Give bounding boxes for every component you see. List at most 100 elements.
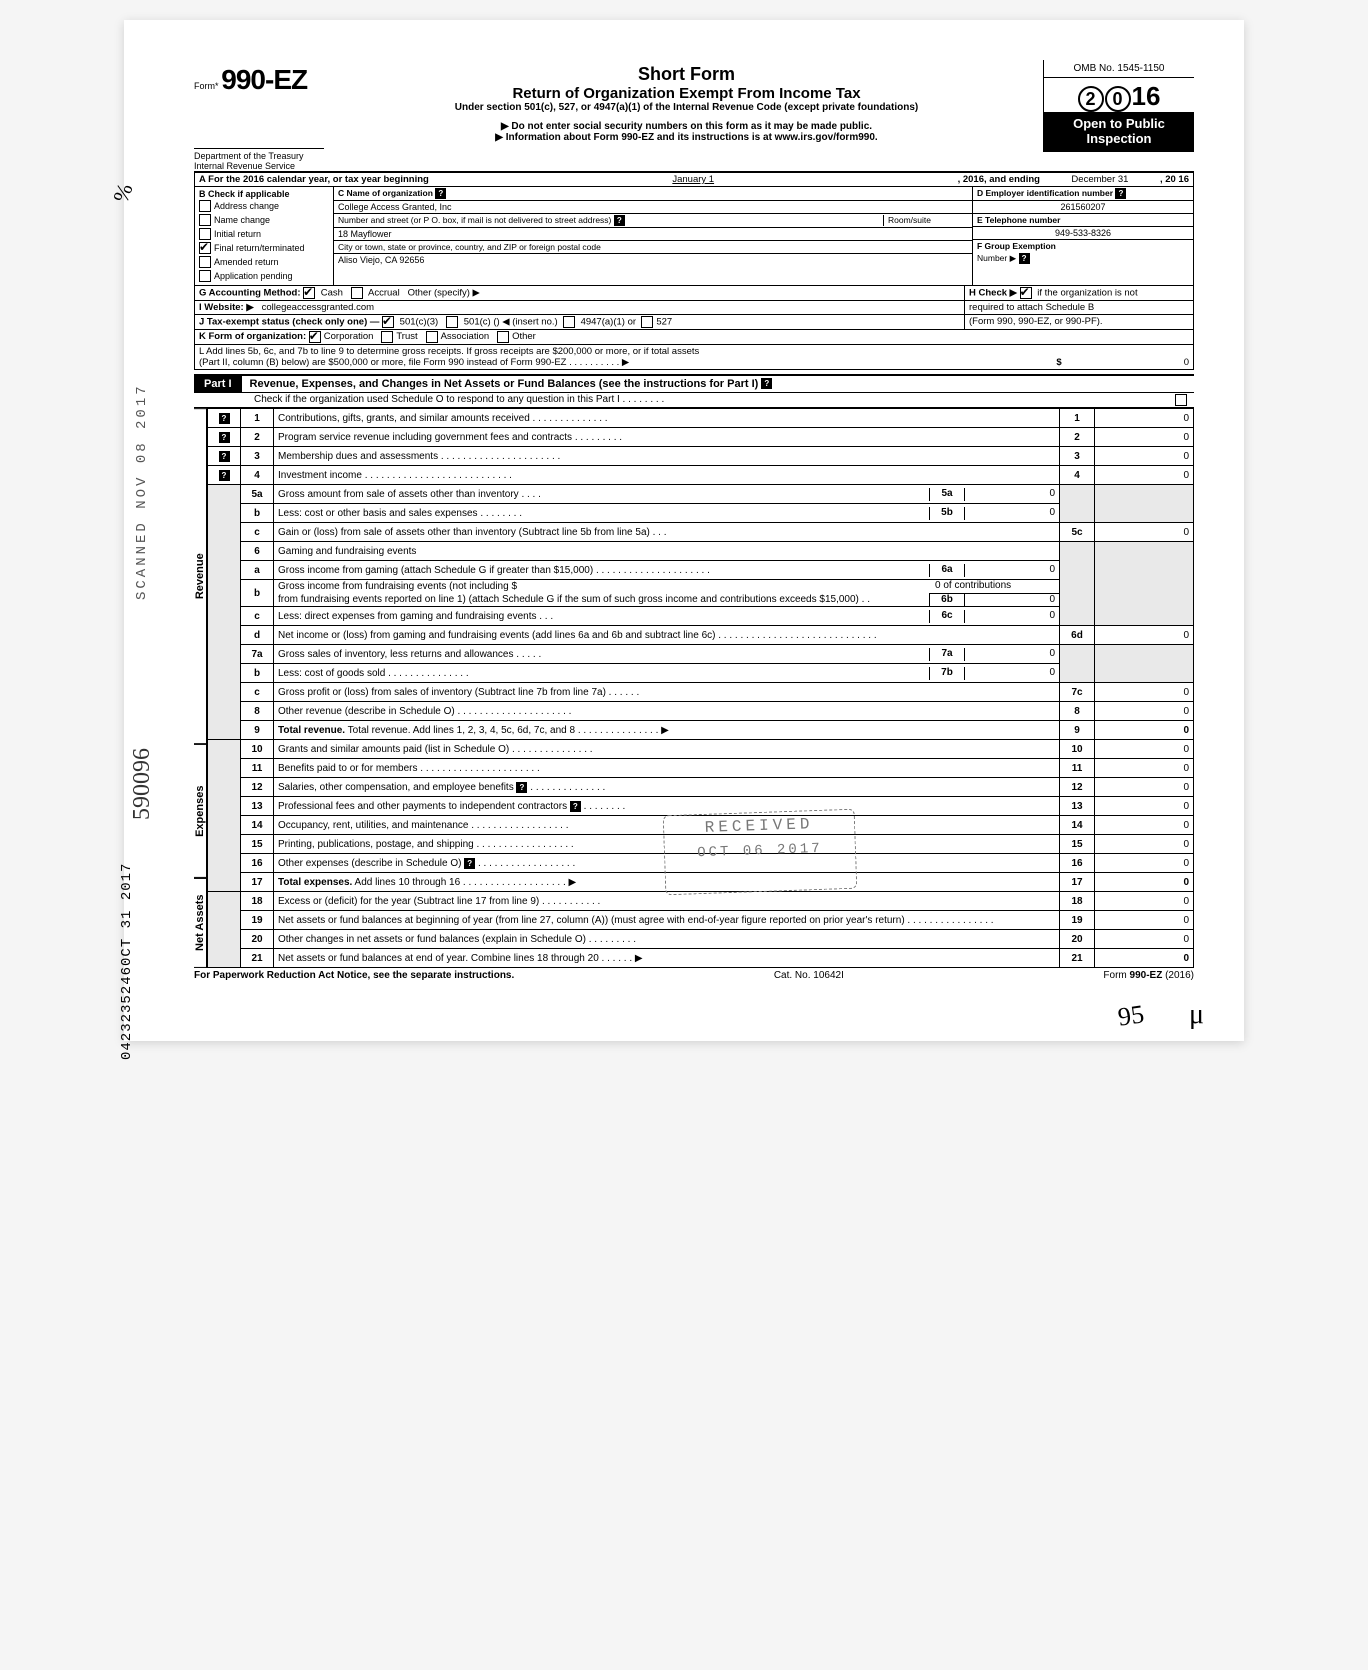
lbl-527: 527 [656,317,672,328]
row-5b: b Less: cost or other basis and sales ex… [208,504,1194,523]
row-5c: cGain or (loss) from sale of assets othe… [208,523,1194,542]
chk-corp[interactable] [309,331,321,343]
section-b-header: B Check if applicable [199,189,329,199]
initial-mark: μ [1189,999,1204,1031]
row-6a: a Gross income from gaming (attach Sched… [208,561,1194,580]
lbl-trust: Trust [396,331,417,343]
help-icon: ? [1019,253,1030,264]
line-a-end-year: , 20 16 [1160,174,1189,185]
form-id-block: Form* 990-EZ Department of the Treasury … [194,60,330,171]
city-label: City or town, state or province, country… [334,241,972,254]
l-amount: 0 [1069,357,1189,368]
script-number: 590096 [129,748,156,820]
lbl-501c3: 501(c)(3) [400,317,439,328]
help-icon: ? [435,188,446,199]
chk-501c[interactable] [446,316,458,328]
f-sub: Number ▶ [977,253,1016,263]
street-label: Number and street (or P O. box, if mail … [338,215,611,225]
row-13: 13Professional fees and other payments t… [208,797,1194,816]
row-10: 10Grants and similar amounts paid (list … [208,740,1194,759]
title-short-form: Short Form [338,64,1035,85]
chk-501c3[interactable] [382,316,394,328]
phone-value: 949-533-8326 [973,227,1193,240]
side-revenue: Revenue [194,408,207,744]
chk-name[interactable] [199,214,211,226]
chk-accrual[interactable] [351,287,363,299]
lbl-insert: ) ◀ (insert no.) [497,317,558,328]
title-block: Short Form Return of Organization Exempt… [330,60,1043,147]
row-16: 16Other expenses (describe in Schedule O… [208,854,1194,873]
omb-block: OMB No. 1545-1150 2016 Open to Public In… [1043,60,1194,152]
dln-stamp: 04232352460CT 31 2017 [119,863,135,1060]
lbl-cash: Cash [321,288,343,299]
i-label: I Website: ▶ [199,302,254,313]
line-a-begin: January 1 [429,174,958,185]
chk-assoc[interactable] [426,331,438,343]
e-label: E Telephone number [973,214,1193,227]
section-def: D Employer identification number ? 26156… [972,187,1193,285]
ein-value: 261560207 [973,201,1193,214]
side-expenses: Expenses [194,744,207,878]
city-value: Aliso Viejo, CA 92656 [334,254,972,266]
j-label: J Tax-exempt status (check only one) — [199,317,379,328]
chk-other-org[interactable] [497,331,509,343]
line-a-end-month: December 31 [1040,174,1160,185]
line-i: I Website: ▶ collegeaccessgranted.com re… [194,301,1194,315]
line-a-mid: , 2016, and ending [958,174,1040,185]
side-netassets: Net Assets [194,878,207,968]
h-text1: H Check ▶ [969,288,1017,299]
year-0: 0 [1105,86,1131,112]
h-text4: (Form 990, 990-EZ, or 990-PF). [965,315,1193,329]
row-2: ?2Program service revenue including gove… [208,428,1194,447]
chk-amended[interactable] [199,256,211,268]
lbl-amended: Amended return [214,257,279,267]
row-15: 15Printing, publications, postage, and s… [208,835,1194,854]
lbl-accrual: Accrual [368,288,400,299]
chk-schedule-b[interactable] [1020,287,1032,299]
lbl-assoc: Association [441,331,490,343]
row-6b: b Gross income from fundraising events (… [208,580,1194,607]
g-label: G Accounting Method: [199,288,301,299]
section-bcdef: B Check if applicable Address change Nam… [194,187,1194,286]
footer: For Paperwork Reduction Act Notice, see … [194,968,1194,981]
chk-address[interactable] [199,200,211,212]
footer-cat: Cat. No. 10642I [774,970,844,981]
chk-schedule-o[interactable] [1175,394,1187,406]
chk-cash[interactable] [303,287,315,299]
lbl-pending: Application pending [214,271,293,281]
row-3: ?3Membership dues and assessments . . . … [208,447,1194,466]
row-17: 17Total expenses. Add lines 10 through 1… [208,873,1194,892]
k-label: K Form of organization: [199,331,306,343]
year-16: 16 [1132,81,1161,111]
year-2: 2 [1078,86,1104,112]
chk-trust[interactable] [381,331,393,343]
chk-527[interactable] [641,316,653,328]
row-7c: cGross profit or (loss) from sales of in… [208,683,1194,702]
title-return: Return of Organization Exempt From Incom… [338,85,1035,102]
lbl-other-org: Other [512,331,536,343]
chk-pending[interactable] [199,270,211,282]
lines-table: ? 1 Contributions, gifts, grants, and si… [207,408,1194,968]
part-i-title: Revenue, Expenses, and Changes in Net As… [250,378,773,390]
row-1: ? 1 Contributions, gifts, grants, and si… [208,409,1194,428]
chk-final[interactable] [199,242,211,254]
row-19: 19Net assets or fund balances at beginni… [208,911,1194,930]
lbl-final: Final return/terminated [214,243,305,253]
line-l: L Add lines 5b, 6c, and 7b to line 9 to … [194,345,1194,370]
info-link: ▶ Information about Form 990-EZ and its … [338,132,1035,143]
part-i-header: Part I Revenue, Expenses, and Changes in… [194,374,1194,393]
lbl-name: Name change [214,215,270,225]
scanned-stamp: SCANNED NOV 08 2017 [134,383,150,600]
row-14: 14Occupancy, rent, utilities, and mainte… [208,816,1194,835]
pen-annotation: % [108,180,139,206]
chk-initial[interactable] [199,228,211,240]
chk-4947[interactable] [563,316,575,328]
form-header: Form* 990-EZ Department of the Treasury … [194,60,1194,173]
section-b: B Check if applicable Address change Nam… [195,187,334,285]
l-text2: (Part II, column (B) below) are $500,000… [199,357,1049,368]
form-number: 990-EZ [221,64,307,95]
row-7b: b Less: cost of goods sold . . . . . . .… [208,664,1194,683]
footer-right: Form 990-EZ (2016) [1103,970,1194,981]
line-j: J Tax-exempt status (check only one) — 5… [194,315,1194,330]
part-i-check: Check if the organization used Schedule … [194,393,1194,408]
